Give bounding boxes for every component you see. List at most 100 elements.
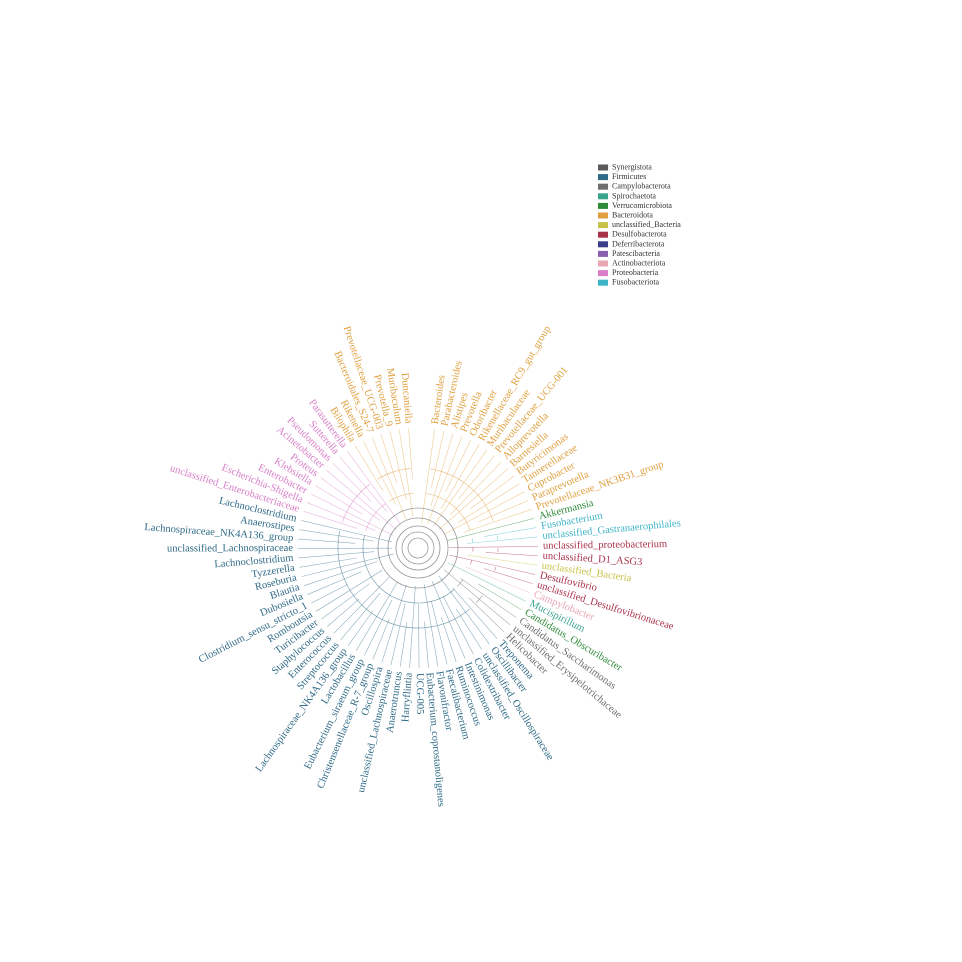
tree-branch (340, 592, 381, 640)
tree-branch (390, 603, 406, 665)
tree-branch (333, 576, 390, 634)
tree-branch (321, 583, 370, 620)
tree-branch (303, 561, 378, 586)
legend-swatch (598, 193, 608, 200)
tree-branch (427, 436, 463, 524)
clade-arc (377, 468, 411, 480)
tree-branch (442, 595, 474, 655)
tree-branch (460, 577, 517, 618)
root-ring (407, 537, 429, 559)
tree-tip-label: unclassified_proteobacterium (543, 539, 667, 552)
legend-swatch (598, 222, 608, 229)
clade-arc (470, 560, 472, 565)
legend-label: Desulfobacterota (612, 230, 667, 239)
root-ring (395, 525, 441, 571)
tree-branch (310, 493, 394, 536)
legend-swatch (598, 260, 608, 267)
tree-branch (467, 554, 537, 566)
tree-branch (445, 440, 471, 492)
legend-swatch (598, 164, 608, 171)
clade-arc (457, 579, 464, 587)
tree-tip-labels: BacteroidesParabacteroidesAlistipesPrevo… (144, 324, 681, 807)
legend-label: Firmicutes (612, 172, 646, 181)
tree-branch (408, 428, 413, 480)
tree-branch (399, 622, 408, 667)
tree-tip-label: Duncaniella (399, 372, 414, 424)
tree-branch (452, 587, 498, 639)
legend-label: Proteobacteria (612, 268, 659, 277)
tree-branch (447, 562, 526, 602)
tree-branch (303, 511, 358, 529)
tree-branch (315, 485, 363, 515)
tree-branch (485, 552, 538, 557)
clade-arc (425, 493, 471, 531)
tree-branch (371, 437, 407, 520)
legend-label: Patescibacteria (612, 249, 660, 258)
legend-label: Bacteroidota (612, 211, 653, 220)
tree-branch (298, 538, 356, 544)
legend-label: Actinobacteriota (612, 259, 666, 268)
tree-branch (443, 491, 525, 535)
tree-branch (381, 585, 407, 663)
legend-label: unclassified_Bacteria (612, 220, 681, 229)
legend-swatch (598, 183, 608, 190)
legend-swatch (598, 250, 608, 257)
tree-branch (440, 444, 480, 510)
tree-branch (320, 477, 381, 521)
tree-branch (372, 618, 390, 660)
legend-swatch (598, 202, 608, 209)
tree-branch (463, 509, 532, 533)
tree-branch (431, 581, 466, 659)
legend-label: Campylobacterota (612, 182, 671, 191)
tree-branch (446, 518, 535, 541)
tree-branch (431, 430, 445, 488)
legend-label: Verrucomicrobiota (612, 201, 672, 210)
tree-branch (315, 569, 383, 612)
tree-branch (449, 461, 502, 516)
clade-arc (362, 535, 455, 604)
clade-arc (337, 530, 470, 629)
tree-branch (398, 429, 414, 517)
legend-swatch (598, 241, 608, 248)
phylum-legend: SynergistotaFirmicutesCampylobacterotaSp… (598, 163, 681, 287)
tree-branch (457, 483, 520, 524)
clade-arc (389, 492, 414, 502)
tree-branch (483, 527, 537, 537)
tree-branch (298, 551, 375, 559)
tree-branch (478, 500, 529, 523)
tree-branch (465, 566, 530, 593)
tree-branch (430, 433, 454, 507)
tree-branch (389, 431, 407, 500)
tree-branch (443, 569, 511, 626)
tree-branch (418, 603, 420, 668)
tree-branch (326, 470, 397, 530)
tree-branch (306, 502, 376, 531)
tree-branch (468, 597, 505, 633)
tree-branch (332, 463, 372, 502)
tree-branch (299, 529, 374, 542)
legend-label: Deferribacterota (612, 239, 665, 248)
root-ring (377, 507, 459, 589)
tree-branch (327, 598, 360, 627)
legend-swatch (598, 174, 608, 181)
legend-swatch (598, 212, 608, 219)
tree-branch (380, 433, 398, 484)
tree-branch (449, 554, 536, 575)
tree-branch (421, 429, 435, 524)
tree-branch (307, 571, 362, 595)
tree-branch (438, 468, 509, 530)
root-ring (401, 531, 435, 565)
legend-label: Spirochaetota (612, 191, 656, 200)
tree-branch (448, 546, 538, 548)
clade-arc (365, 503, 386, 532)
tree-branch (363, 441, 396, 505)
root-ring (387, 517, 449, 579)
clade-arc (341, 483, 370, 523)
tree-tip-label: UCG-005 (414, 673, 425, 715)
tree-branch (424, 621, 429, 668)
tree-branch (409, 585, 416, 668)
tree-branch (438, 575, 490, 645)
tree-branches (297, 428, 538, 668)
clade-arc (471, 538, 474, 543)
tree-branch (456, 608, 483, 650)
